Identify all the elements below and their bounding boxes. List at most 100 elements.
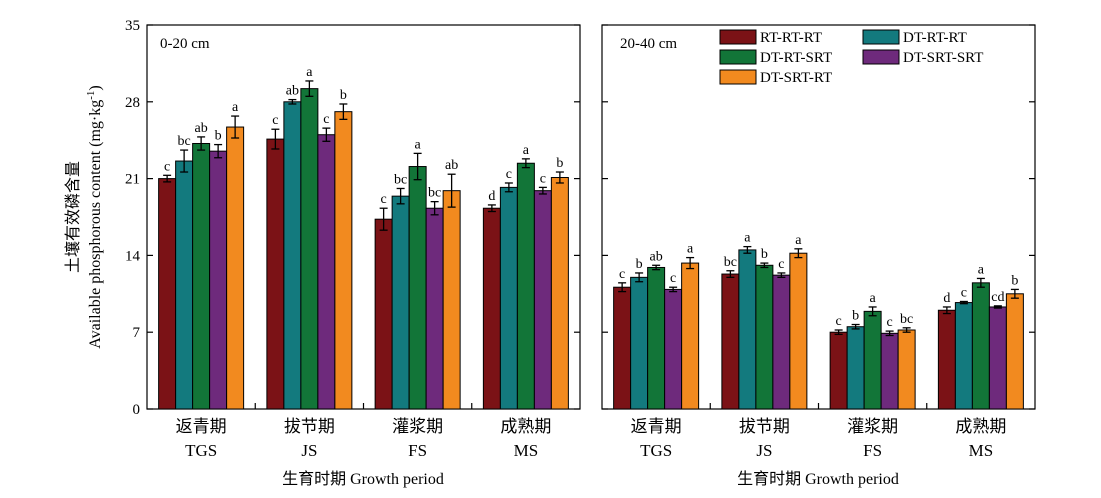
y-tick-label: 7 xyxy=(133,325,141,341)
significance-label: c xyxy=(670,271,676,286)
significance-label: bc xyxy=(178,134,191,149)
legend-swatch xyxy=(719,49,757,65)
bar xyxy=(283,101,302,410)
bar xyxy=(482,207,501,410)
bar xyxy=(829,331,848,410)
significance-label: b xyxy=(215,129,222,144)
panel-label-right: 20-40 cm xyxy=(620,36,677,52)
x-tick-label-cn: 灌浆期 xyxy=(392,417,443,436)
x-axis-title-left: 生育时期 Growth period xyxy=(282,470,444,488)
bar xyxy=(425,207,444,410)
significance-label: bc xyxy=(900,312,913,327)
y-axis-title-en-main: Available phosphorous content (mg·kg xyxy=(87,100,104,349)
y-axis-title-en-end: ) xyxy=(87,85,104,90)
x-axis-title-right: 生育时期 Growth period xyxy=(737,470,899,488)
significance-label: bc xyxy=(428,186,441,201)
bar xyxy=(647,266,666,410)
legend-label: DT-SRT-SRT xyxy=(903,50,983,66)
bar xyxy=(1005,293,1024,410)
y-axis-title: 土壤有效磷含量 Available phosphorous content (m… xyxy=(63,85,104,348)
x-tick-label-cn: 返青期 xyxy=(176,417,227,436)
significance-label: ab xyxy=(286,84,299,99)
bar xyxy=(772,274,791,410)
significance-label: ab xyxy=(445,158,458,173)
significance-label: b xyxy=(556,156,563,171)
x-tick-label-en: TGS xyxy=(640,441,672,460)
x-tick-label-en: TGS xyxy=(185,441,217,460)
significance-label: c xyxy=(619,267,625,282)
significance-label: a xyxy=(306,65,313,80)
bar xyxy=(442,190,461,410)
y-tick-label: 14 xyxy=(125,248,141,264)
x-tick-label-en: FS xyxy=(863,441,882,460)
bar xyxy=(971,282,990,410)
legend-label: DT-RT-SRT xyxy=(760,50,832,66)
significance-label: a xyxy=(795,233,802,248)
significance-label: a xyxy=(523,143,530,158)
x-tick-label-cn: 成熟期 xyxy=(955,416,1006,436)
y-tick-label: 0 xyxy=(133,402,141,418)
bar xyxy=(226,126,245,410)
bar xyxy=(175,160,194,410)
x-tick-label-en: MS xyxy=(969,441,994,460)
significance-label: d xyxy=(488,189,495,204)
y-axis-title-en: Available phosphorous content (mg·kg-1) xyxy=(85,85,104,348)
bar xyxy=(988,306,1007,410)
legend-label: RT-RT-RT xyxy=(760,30,822,46)
legend-swatch xyxy=(862,49,900,65)
bar xyxy=(846,326,865,410)
legend: RT-RT-RT DT-RT-RT DT-RT-SRT DT-SRT-SRT DT-SR… xyxy=(719,29,983,86)
bar xyxy=(937,309,956,410)
panel-label-left: 0-20 cm xyxy=(160,36,210,52)
x-tick-label-cn: 成熟期 xyxy=(500,416,551,436)
significance-label: c xyxy=(506,167,512,182)
x-tick-label-cn: 灌浆期 xyxy=(847,417,898,436)
significance-label: b xyxy=(852,309,859,324)
significance-label: a xyxy=(870,291,877,306)
y-tick-label: 28 xyxy=(125,95,140,111)
x-tick-label-en: MS xyxy=(514,441,539,460)
bar xyxy=(408,166,427,410)
significance-label: ab xyxy=(650,249,663,264)
x-tick-label-en: JS xyxy=(756,441,772,460)
significance-label: c xyxy=(887,315,893,330)
significance-label: b xyxy=(636,257,643,272)
bar xyxy=(533,190,552,410)
x-tick-label-en: JS xyxy=(301,441,317,460)
significance-label: a xyxy=(978,262,985,277)
x-tick-label-cn: 返青期 xyxy=(631,417,682,436)
category-labels: 返青期 TGS 拔节期 JS 灌浆期 FS 成熟期 MS 返青期 TGS 拔节期 JS 灌浆期 FS 成熟期… xyxy=(176,416,1007,460)
significance-label: c xyxy=(778,257,784,272)
bar xyxy=(789,252,808,410)
bar xyxy=(192,142,211,410)
significance-label: c xyxy=(164,159,170,174)
y-tick-label: 21 xyxy=(125,172,140,188)
axis-ticks: 0 7 14 21 28 35 xyxy=(125,18,1035,418)
significance-label: b xyxy=(761,247,768,262)
significance-label: c xyxy=(323,112,329,127)
significance-label: a xyxy=(687,242,694,257)
legend-label: DT-SRT-RT xyxy=(760,70,832,86)
bar xyxy=(738,249,757,410)
bar xyxy=(681,262,700,410)
significance-label: bc xyxy=(724,255,737,270)
bar xyxy=(755,264,774,410)
significance-label: c xyxy=(381,192,387,207)
legend-swatch xyxy=(719,69,757,85)
bar xyxy=(863,310,882,410)
y-tick-label: 35 xyxy=(125,18,140,34)
significance-label: c xyxy=(836,314,842,329)
bar xyxy=(300,88,319,410)
significance-label: d xyxy=(943,291,950,306)
bar xyxy=(374,218,393,410)
significance-label: a xyxy=(232,100,239,115)
significance-label: b xyxy=(1011,273,1018,288)
bar xyxy=(499,186,518,410)
bar xyxy=(266,138,285,410)
bar xyxy=(550,177,569,410)
bar xyxy=(664,288,683,410)
significance-label: a xyxy=(415,137,422,152)
bar xyxy=(721,273,740,410)
